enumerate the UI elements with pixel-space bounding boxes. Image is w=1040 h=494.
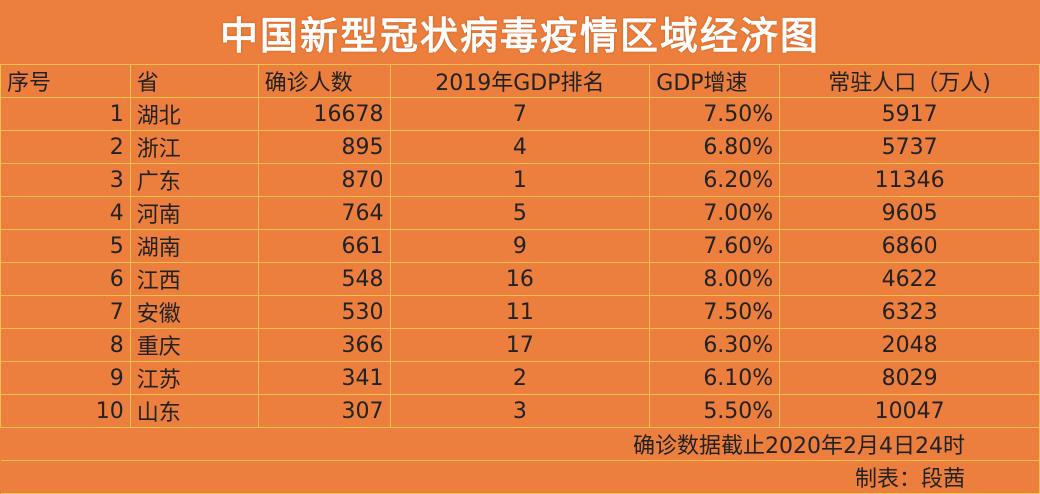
cell-idx[interactable]: 10: [0, 394, 131, 428]
cell-confirmed[interactable]: 895: [257, 130, 391, 164]
cell-idx[interactable]: 8: [0, 328, 131, 362]
footnote-author-row: 制表：段茜: [0, 460, 1040, 494]
table-row: 6 江西 548 16 8.00% 4622: [0, 262, 1040, 296]
cell-gdp-growth[interactable]: 6.30%: [649, 328, 781, 362]
table-row: 4 河南 764 5 7.00% 9605: [0, 196, 1040, 230]
header-gdp-rank[interactable]: 2019年GDP排名: [389, 64, 651, 98]
cell-confirmed[interactable]: 341: [257, 361, 391, 395]
cell-province[interactable]: 湖南: [129, 229, 259, 263]
cell-confirmed[interactable]: 548: [257, 262, 391, 296]
cell-gdp-growth[interactable]: 7.00%: [649, 196, 781, 230]
cell-province[interactable]: 河南: [129, 196, 259, 230]
cell-gdp-rank[interactable]: 2: [389, 361, 651, 395]
cell-confirmed[interactable]: 16678: [257, 97, 391, 131]
cell-population[interactable]: 6323: [779, 295, 1040, 329]
table-row: 9 江苏 341 2 6.10% 8029: [0, 361, 1040, 395]
table-row: 3 广东 870 1 6.20% 11346: [0, 163, 1040, 197]
cell-population[interactable]: 9605: [779, 196, 1040, 230]
table-row: 1 湖北 16678 7 7.50% 5917: [0, 97, 1040, 131]
header-population[interactable]: 常驻人口（万人): [779, 64, 1040, 98]
cell-confirmed[interactable]: 764: [257, 196, 391, 230]
cell-gdp-rank[interactable]: 5: [389, 196, 651, 230]
cell-population[interactable]: 5737: [779, 130, 1040, 164]
table-row: 5 湖南 661 9 7.60% 6860: [0, 229, 1040, 263]
cell-gdp-rank[interactable]: 3: [389, 394, 651, 428]
cell-gdp-rank[interactable]: 7: [389, 97, 651, 131]
cell-province[interactable]: 浙江: [129, 130, 259, 164]
table-row: 2 浙江 895 4 6.80% 5737: [0, 130, 1040, 164]
cell-gdp-growth[interactable]: 6.80%: [649, 130, 781, 164]
footnote-date[interactable]: 确诊数据截止2020年2月4日24时: [0, 427, 1040, 461]
cell-population[interactable]: 6860: [779, 229, 1040, 263]
cell-idx[interactable]: 7: [0, 295, 131, 329]
cell-gdp-growth[interactable]: 6.20%: [649, 163, 781, 197]
cell-confirmed[interactable]: 366: [257, 328, 391, 362]
header-row: 序号 省 确诊人数 2019年GDP排名 GDP增速 常驻人口（万人): [0, 64, 1040, 98]
cell-province[interactable]: 安徽: [129, 295, 259, 329]
cell-province[interactable]: 江西: [129, 262, 259, 296]
cell-gdp-growth[interactable]: 6.10%: [649, 361, 781, 395]
cell-idx[interactable]: 3: [0, 163, 131, 197]
cell-gdp-growth[interactable]: 7.60%: [649, 229, 781, 263]
cell-gdp-rank[interactable]: 9: [389, 229, 651, 263]
spreadsheet: 中国新型冠状病毒疫情区域经济图 序号 省 确诊人数 2019年GDP排名 GDP…: [0, 14, 1040, 494]
table-row: 8 重庆 366 17 6.30% 2048: [0, 328, 1040, 362]
cell-confirmed[interactable]: 661: [257, 229, 391, 263]
cell-province[interactable]: 江苏: [129, 361, 259, 395]
cell-idx[interactable]: 5: [0, 229, 131, 263]
cell-population[interactable]: 10047: [779, 394, 1040, 428]
cell-confirmed[interactable]: 870: [257, 163, 391, 197]
cell-population[interactable]: 5917: [779, 97, 1040, 131]
footnote-author[interactable]: 制表：段茜: [0, 460, 1040, 494]
header-province[interactable]: 省: [129, 64, 259, 98]
header-confirmed[interactable]: 确诊人数: [257, 64, 391, 98]
table-row: 7 安徽 530 11 7.50% 6323: [0, 295, 1040, 329]
data-table: 序号 省 确诊人数 2019年GDP排名 GDP增速 常驻人口（万人) 1 湖北 1…: [0, 64, 1040, 494]
cell-province[interactable]: 湖北: [129, 97, 259, 131]
cell-idx[interactable]: 4: [0, 196, 131, 230]
cell-population[interactable]: 2048: [779, 328, 1040, 362]
header-idx[interactable]: 序号: [0, 64, 131, 98]
cell-province[interactable]: 重庆: [129, 328, 259, 362]
table-row: 10 山东 307 3 5.50% 10047: [0, 394, 1040, 428]
cell-gdp-rank[interactable]: 11: [389, 295, 651, 329]
cell-population[interactable]: 8029: [779, 361, 1040, 395]
cell-gdp-growth[interactable]: 5.50%: [649, 394, 781, 428]
cell-gdp-rank[interactable]: 1: [389, 163, 651, 197]
cell-province[interactable]: 山东: [129, 394, 259, 428]
cell-idx[interactable]: 1: [0, 97, 131, 131]
cell-population[interactable]: 4622: [779, 262, 1040, 296]
cell-population[interactable]: 11346: [779, 163, 1040, 197]
cell-confirmed[interactable]: 307: [257, 394, 391, 428]
footnote-date-row: 确诊数据截止2020年2月4日24时: [0, 427, 1040, 461]
cell-gdp-growth[interactable]: 7.50%: [649, 97, 781, 131]
cell-idx[interactable]: 6: [0, 262, 131, 296]
table-title: 中国新型冠状病毒疫情区域经济图: [219, 14, 820, 58]
cell-gdp-growth[interactable]: 7.50%: [649, 295, 781, 329]
cell-idx[interactable]: 9: [0, 361, 131, 395]
cell-gdp-rank[interactable]: 17: [389, 328, 651, 362]
cell-province[interactable]: 广东: [129, 163, 259, 197]
cell-gdp-rank[interactable]: 16: [389, 262, 651, 296]
cell-gdp-rank[interactable]: 4: [389, 130, 651, 164]
cell-gdp-growth[interactable]: 8.00%: [649, 262, 781, 296]
cell-confirmed[interactable]: 530: [257, 295, 391, 329]
cell-idx[interactable]: 2: [0, 130, 131, 164]
header-gdp-growth[interactable]: GDP增速: [649, 64, 781, 98]
